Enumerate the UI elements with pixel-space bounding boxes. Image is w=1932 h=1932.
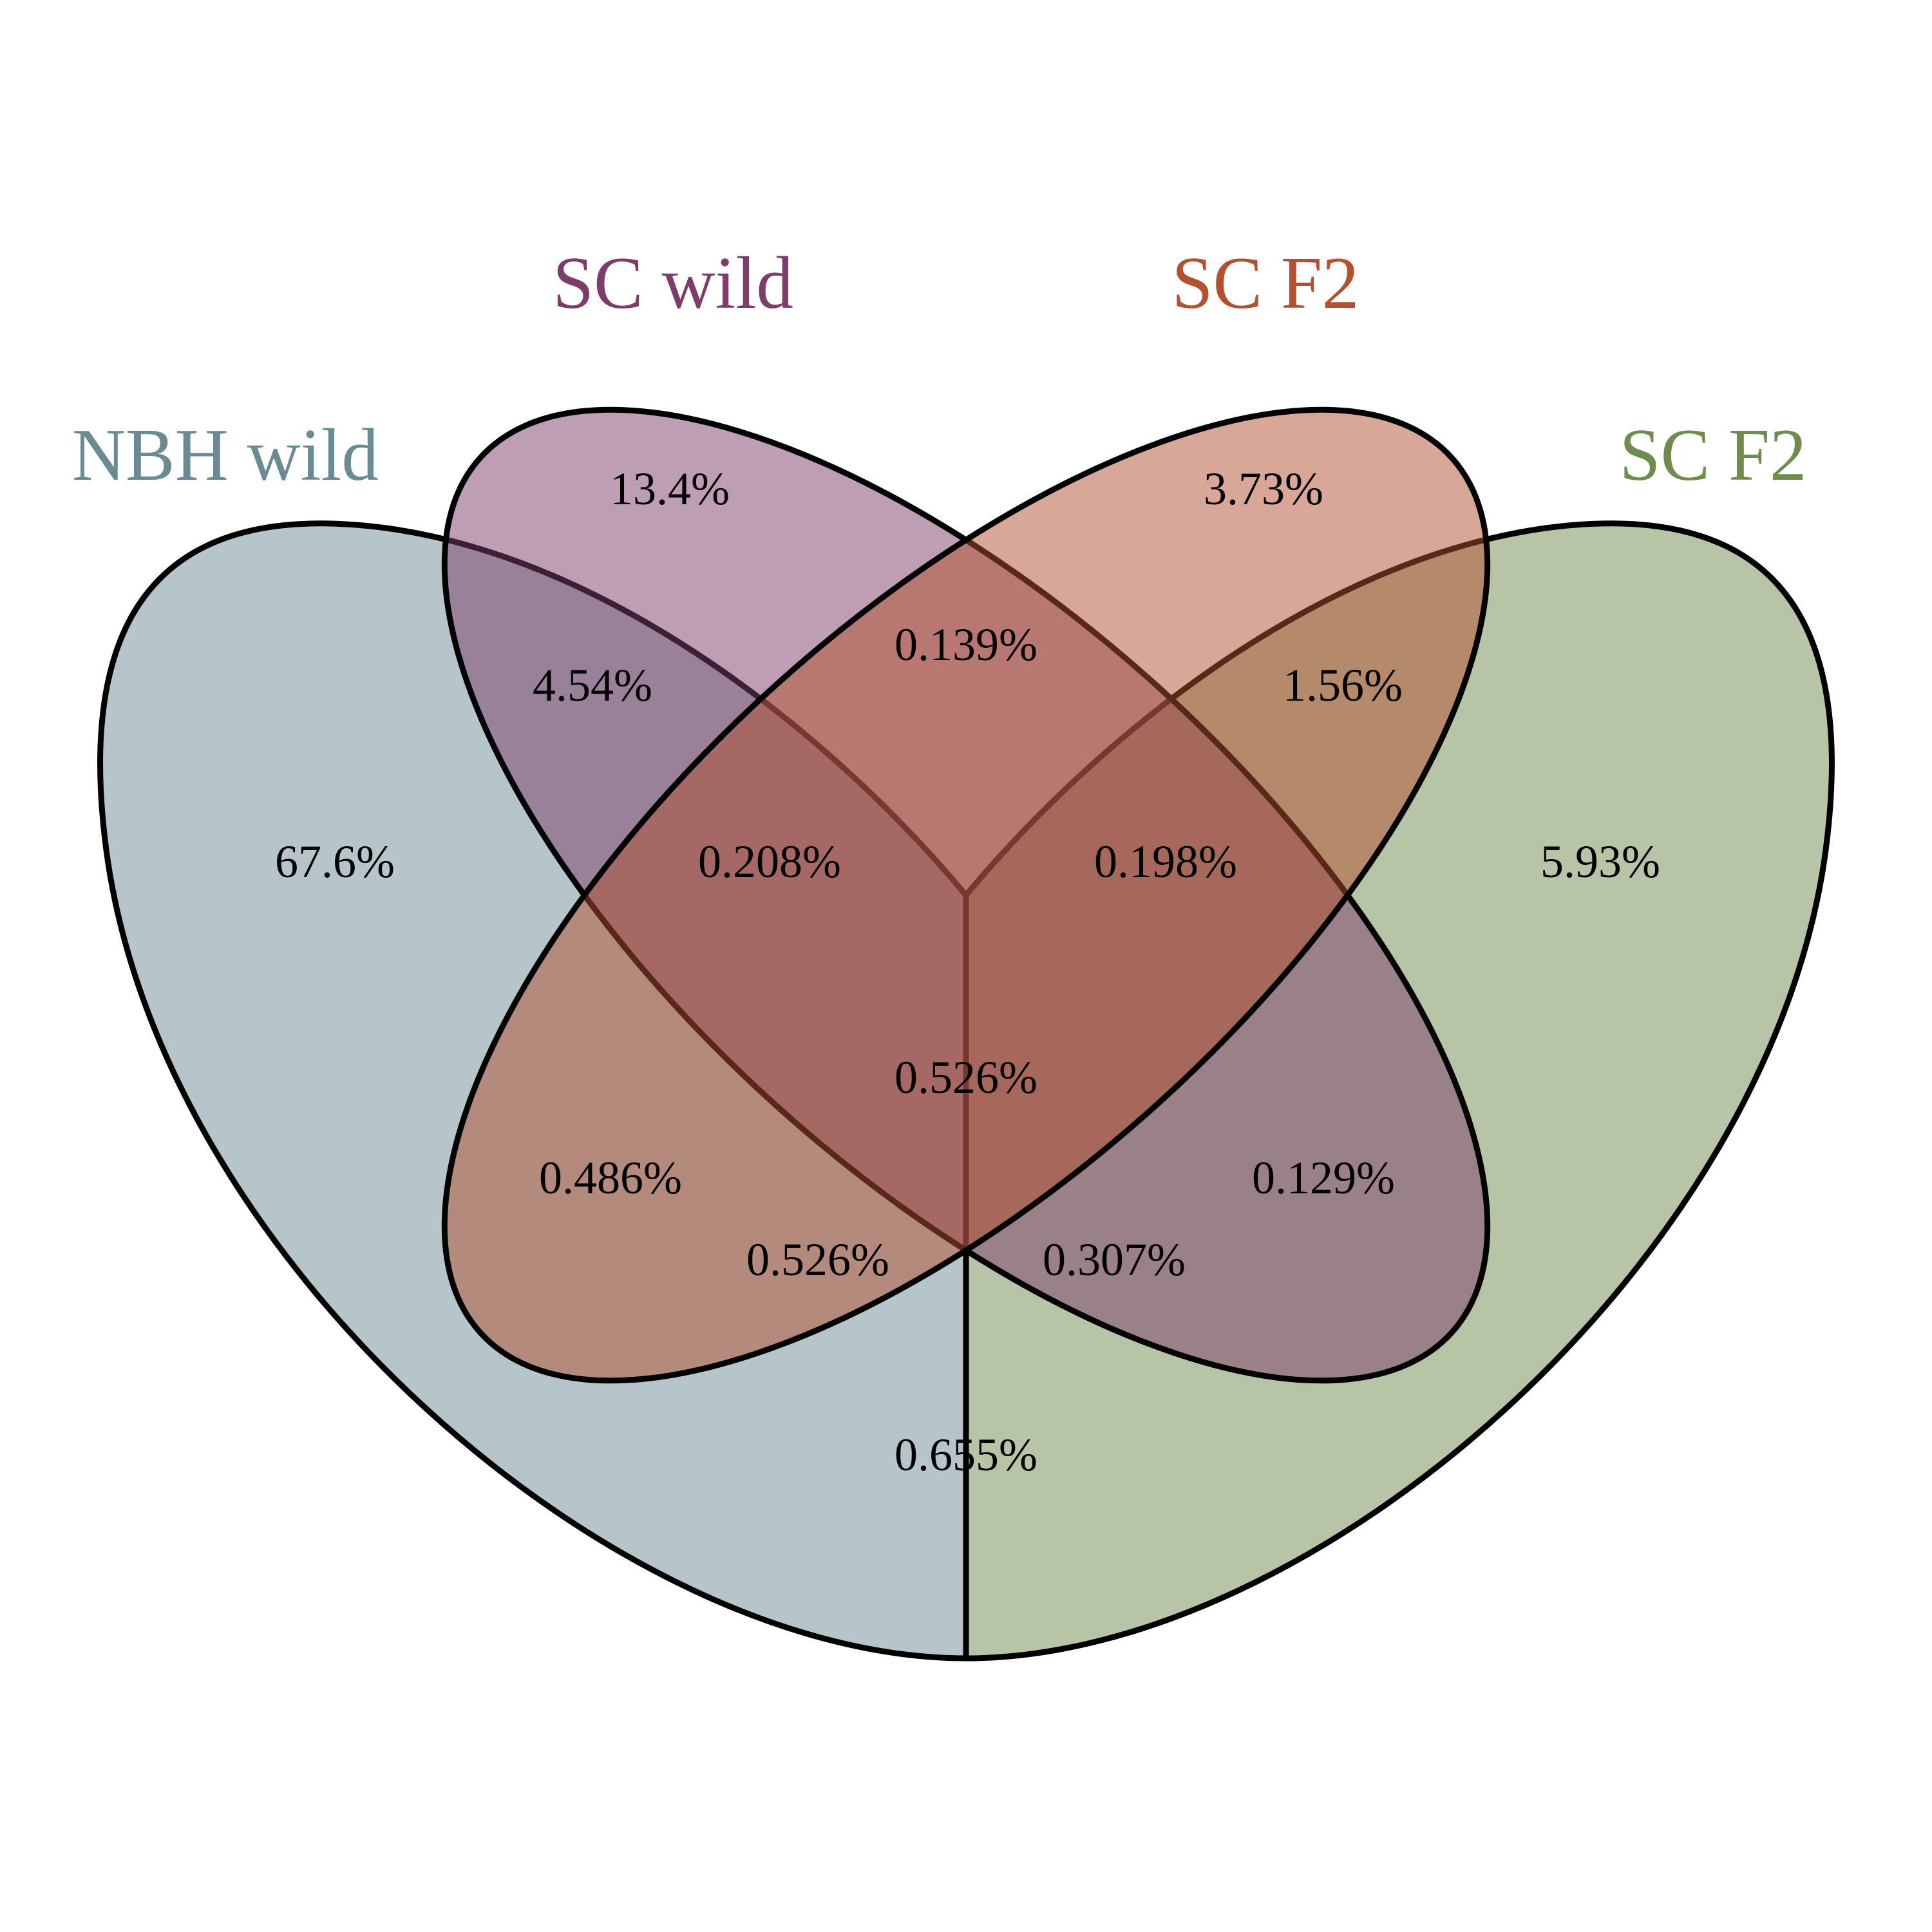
- region-label-nbh-sc-f2-left: 0.486%: [539, 1152, 682, 1204]
- set-shapes: [97, 406, 1835, 1662]
- region-label-sc-wild-sc-f2-left: 0.139%: [895, 619, 1037, 670]
- region-label-sc-f2-left-sc-f2-right: 1.56%: [1283, 659, 1403, 711]
- region-label-sc-f2-right-only: 5.93%: [1540, 836, 1660, 887]
- set-shape-sc-f2-left: [441, 406, 1491, 1384]
- region-label-nbh-sc-wild-sc-f2-left: 0.208%: [698, 836, 841, 887]
- region-label-sc-f2-left-only: 3.73%: [1204, 463, 1323, 515]
- set-labels: NBH wild SC wild SC F2 SC F2: [72, 242, 1806, 496]
- set-label-nbh-wild: NBH wild: [72, 414, 379, 496]
- region-label-nbh-only: 67.6%: [275, 836, 395, 887]
- region-label-all-four: 0.526%: [895, 1052, 1037, 1103]
- region-label-sc-wild-only: 13.4%: [610, 463, 730, 515]
- set-label-sc-f2-right: SC F2: [1620, 414, 1807, 496]
- region-label-nbh-sc-wild-sc-f2-right: 0.307%: [1043, 1234, 1186, 1285]
- region-label-nbh-sc-wild: 4.54%: [533, 659, 652, 711]
- region-labels: 13.4% 3.73% 0.139% 4.54% 1.56% 67.6% 0.2…: [275, 463, 1660, 1481]
- region-label-nbh-sc-f2-left-sc-f2-right: 0.526%: [746, 1234, 889, 1285]
- region-label-sc-wild-sc-f2-left-sc-f2-right: 0.198%: [1094, 836, 1237, 887]
- region-label-nbh-sc-f2-right: 0.655%: [895, 1429, 1037, 1481]
- set-label-sc-wild: SC wild: [553, 242, 793, 324]
- region-label-sc-wild-sc-f2-right: 0.129%: [1252, 1152, 1395, 1204]
- set-label-sc-f2-left: SC F2: [1172, 242, 1359, 324]
